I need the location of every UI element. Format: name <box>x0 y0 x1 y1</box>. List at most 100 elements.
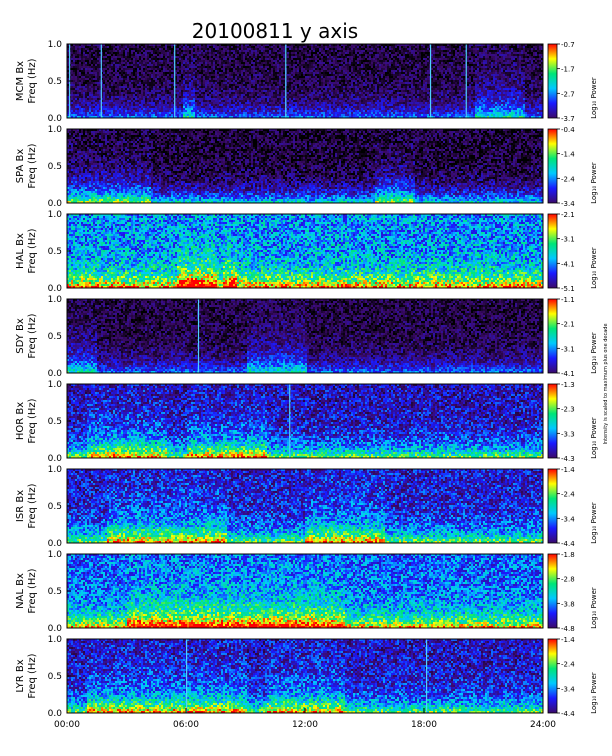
colorbar-label: Log₁₀ Power <box>590 162 598 204</box>
panel-sdy: 0.0 0.5 1.0 SDY Bx Freq (Hz) -1.1 -2.1 -3.1 -4.1… <box>15 295 598 379</box>
colorbar-tick-label: -2.8 <box>561 576 575 584</box>
colorbar-tick-label: -3.4 <box>561 685 575 693</box>
event-line <box>186 639 188 713</box>
colorbar-tick-label: -5.1 <box>561 285 575 293</box>
y-tick-label: 0.0 <box>48 284 63 294</box>
colorbar-tick-label: -3.1 <box>561 345 575 353</box>
panel-nal: 0.0 0.5 1.0 NAL Bx Freq (Hz) -1.8 -2.8 -3.8 -4.8… <box>15 550 598 634</box>
colorbar-tick-label: -1.4 <box>561 151 575 159</box>
x-tick-label: 00:00 <box>54 720 80 730</box>
y-tick-label: 0.5 <box>48 417 62 427</box>
panel-hal: 0.0 0.5 1.0 HAL Bx Freq (Hz) -2.1 -3.1 -4.1 -5.1… <box>15 210 598 294</box>
y-tick-label: 1.0 <box>48 210 63 220</box>
colorbar <box>547 468 558 544</box>
station-label: MCM Bx <box>15 61 26 101</box>
y-tick-label: 0.5 <box>48 332 62 342</box>
y-tick-label: 1.0 <box>48 40 63 50</box>
colorbar-tick-label: -3.4 <box>561 200 575 208</box>
y-tick-label: 0.5 <box>48 247 62 257</box>
panel-mcm: 0.0 0.5 1.0 MCM Bx Freq (Hz) -0.7 -1.7 -2.7 -3.7… <box>15 40 598 124</box>
colorbar <box>547 43 558 119</box>
colorbar-tick-label: -2.4 <box>561 175 575 183</box>
station-label: SPA Bx <box>15 149 26 184</box>
spectrogram-image <box>67 384 543 458</box>
colorbar-tick-label: -2.7 <box>561 90 575 98</box>
freq-axis-label: Freq (Hz) <box>27 398 38 443</box>
y-tick-label: 0.0 <box>48 539 63 549</box>
spectrogram-image <box>67 299 543 373</box>
event-line <box>429 44 432 118</box>
colorbar-tick-label: -1.4 <box>561 636 575 644</box>
y-tick-label: 1.0 <box>48 635 63 645</box>
event-line <box>289 384 291 458</box>
colorbar <box>547 553 558 629</box>
colorbar-tick-label: -2.1 <box>561 211 575 219</box>
y-tick-label: 1.0 <box>48 465 63 475</box>
side-note: Intensity is scaled to maximum plus one … <box>603 323 609 444</box>
colorbar-tick-label: -2.4 <box>561 491 575 499</box>
freq-axis-label: Freq (Hz) <box>27 653 38 698</box>
chart-title: 20100811 y axis <box>192 19 358 43</box>
freq-axis-label: Freq (Hz) <box>27 143 38 188</box>
colorbar-label: Log₁₀ Power <box>590 417 598 459</box>
spectrogram-image <box>67 554 543 628</box>
y-tick-label: 0.5 <box>48 587 62 597</box>
colorbar-tick-label: -0.7 <box>561 41 575 49</box>
colorbar-label: Log₁₀ Power <box>590 587 598 629</box>
freq-axis-label: Freq (Hz) <box>27 483 38 528</box>
y-tick-label: 1.0 <box>48 380 63 390</box>
colorbar-tick-label: -0.4 <box>561 126 575 134</box>
event-line <box>285 44 287 118</box>
station-label: NAL Bx <box>15 573 26 609</box>
station-label: HAL Bx <box>15 233 26 269</box>
colorbar-tick-label: -4.1 <box>561 260 575 268</box>
colorbar-tick-label: -2.4 <box>561 661 575 669</box>
colorbar-tick-label: -3.3 <box>561 430 575 438</box>
station-label: LYR Bx <box>15 659 26 692</box>
x-tick-label: 06:00 <box>173 720 199 730</box>
colorbar-tick-label: -3.4 <box>561 515 575 523</box>
colorbar <box>547 638 558 714</box>
y-tick-label: 0.5 <box>48 77 62 87</box>
colorbar-tick-label: -2.1 <box>561 321 575 329</box>
station-label: SDY Bx <box>15 318 26 354</box>
colorbar-tick-label: -3.8 <box>561 600 575 608</box>
y-tick-label: 0.0 <box>48 369 63 379</box>
colorbar <box>547 128 558 204</box>
colorbar-tick-label: -2.3 <box>561 406 575 414</box>
colorbar-tick-label: -1.8 <box>561 551 575 559</box>
y-tick-label: 0.0 <box>48 709 63 719</box>
panel-spa: 0.0 0.5 1.0 SPA Bx Freq (Hz) -0.4 -1.4 -2.4 -3.4… <box>15 125 598 209</box>
event-line <box>174 44 176 118</box>
event-line <box>425 639 428 713</box>
y-tick-label: 0.0 <box>48 199 63 209</box>
spectrogram-image <box>67 44 543 118</box>
colorbar-tick-label: -1.4 <box>561 466 575 474</box>
event-line <box>465 44 467 118</box>
panel-hor: 0.0 0.5 1.0 HOR Bx Freq (Hz) -1.3 -2.3 -3.3 -4.3… <box>15 380 598 464</box>
colorbar-tick-label: -1.1 <box>561 296 575 304</box>
x-tick-label: 12:00 <box>292 720 318 730</box>
y-tick-label: 1.0 <box>48 550 63 560</box>
colorbar-tick-label: -4.8 <box>561 625 575 633</box>
colorbar <box>547 213 558 289</box>
freq-axis-label: Freq (Hz) <box>27 568 38 613</box>
colorbar-tick-label: -4.3 <box>561 455 575 463</box>
y-tick-label: 1.0 <box>48 295 63 305</box>
y-tick-label: 1.0 <box>48 125 63 135</box>
colorbar-tick-label: -1.7 <box>561 66 575 74</box>
spectrogram-image <box>67 639 543 713</box>
colorbar-tick-label: -1.3 <box>561 381 575 389</box>
colorbar-label: Log₁₀ Power <box>590 332 598 374</box>
colorbar-label: Log₁₀ Power <box>590 77 598 119</box>
spectrogram-image <box>67 469 543 543</box>
y-tick-label: 0.0 <box>48 114 63 124</box>
colorbar-tick-label: -4.1 <box>561 370 575 378</box>
colorbar-tick-label: -3.7 <box>561 115 575 123</box>
y-tick-label: 0.5 <box>48 672 62 682</box>
spectrogram-image <box>67 214 543 288</box>
x-tick-label: 18:00 <box>411 720 437 730</box>
colorbar <box>547 298 558 374</box>
event-line <box>197 299 200 373</box>
